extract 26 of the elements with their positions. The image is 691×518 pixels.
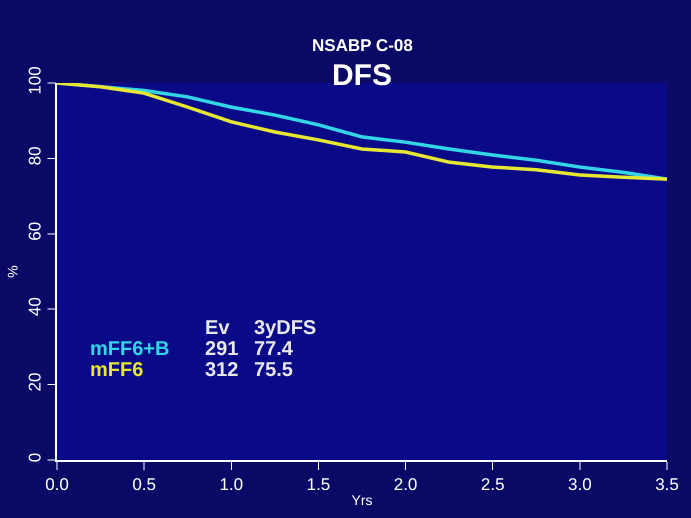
chart-subtitle: DFS [332,59,392,92]
annotation: 77.4 [254,338,294,360]
y-tick-label: 20 [25,372,44,392]
x-tick-label: 1.5 [306,475,330,494]
x-axis-title: Yrs [352,492,372,508]
annotation: Ev [205,317,230,339]
text: mFF6+B [90,338,170,360]
text: mFF6 [90,359,144,381]
y-axis-title: % [4,265,21,278]
x-tick-label: 3.5 [655,475,679,494]
y-tick-label: 40 [25,297,44,316]
x-tick-label: 3.0 [568,475,592,494]
x-tick-label: 2.5 [480,475,505,494]
x-tick-label: 0.5 [132,475,156,494]
y-tick-label: 80 [25,146,44,166]
y-tick-label: 0 [25,452,44,462]
chart-title: NSABP C-08 [312,36,413,55]
x-tick-label: 1.0 [219,475,244,494]
annotation: 75.5 [254,359,293,381]
annotation: 312 [205,359,238,381]
annotation: 3yDFS [254,317,316,339]
y-tick-label: 60 [25,222,44,241]
y-tick-label: 100 [25,66,44,95]
annotation: 291 [205,338,238,360]
x-tick-label: 2.0 [394,475,418,494]
x-tick-label: 0.0 [45,475,69,494]
